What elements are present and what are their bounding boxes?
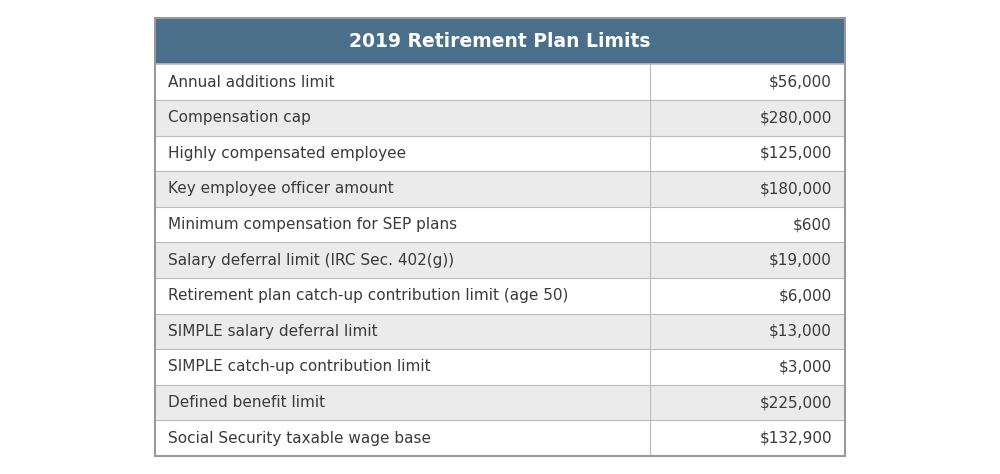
Text: $19,000: $19,000	[769, 253, 832, 268]
Bar	[155, 207, 845, 242]
Text: Social Security taxable wage base: Social Security taxable wage base	[168, 431, 431, 446]
Text: Key employee officer amount: Key employee officer amount	[168, 182, 394, 196]
Text: Highly compensated employee: Highly compensated employee	[168, 146, 406, 161]
Bar	[155, 18, 845, 456]
Bar	[155, 100, 845, 136]
Text: SIMPLE salary deferral limit: SIMPLE salary deferral limit	[168, 324, 378, 339]
Text: SIMPLE catch-up contribution limit: SIMPLE catch-up contribution limit	[168, 359, 431, 374]
Bar	[155, 385, 845, 420]
Text: Annual additions limit: Annual additions limit	[168, 74, 335, 90]
Bar	[155, 18, 845, 64]
Text: $225,000: $225,000	[760, 395, 832, 410]
Text: $6,000: $6,000	[779, 288, 832, 303]
Text: $132,900: $132,900	[759, 431, 832, 446]
Text: Defined benefit limit: Defined benefit limit	[168, 395, 325, 410]
Text: 2019 Retirement Plan Limits: 2019 Retirement Plan Limits	[349, 32, 651, 51]
Bar	[155, 64, 845, 100]
Bar	[155, 314, 845, 349]
Text: Minimum compensation for SEP plans: Minimum compensation for SEP plans	[168, 217, 457, 232]
Text: $3,000: $3,000	[779, 359, 832, 374]
Bar	[155, 171, 845, 207]
Bar	[155, 242, 845, 278]
Text: $280,000: $280,000	[760, 110, 832, 125]
Text: Salary deferral limit (IRC Sec. 402(g)): Salary deferral limit (IRC Sec. 402(g))	[168, 253, 454, 268]
Bar	[155, 349, 845, 385]
Text: Compensation cap: Compensation cap	[168, 110, 311, 125]
Text: $13,000: $13,000	[769, 324, 832, 339]
Bar	[155, 420, 845, 456]
Bar	[155, 278, 845, 314]
Text: $600: $600	[793, 217, 832, 232]
Text: $125,000: $125,000	[760, 146, 832, 161]
Text: Retirement plan catch-up contribution limit (age 50): Retirement plan catch-up contribution li…	[168, 288, 568, 303]
Text: $180,000: $180,000	[760, 182, 832, 196]
Text: $56,000: $56,000	[769, 74, 832, 90]
Bar	[155, 136, 845, 171]
